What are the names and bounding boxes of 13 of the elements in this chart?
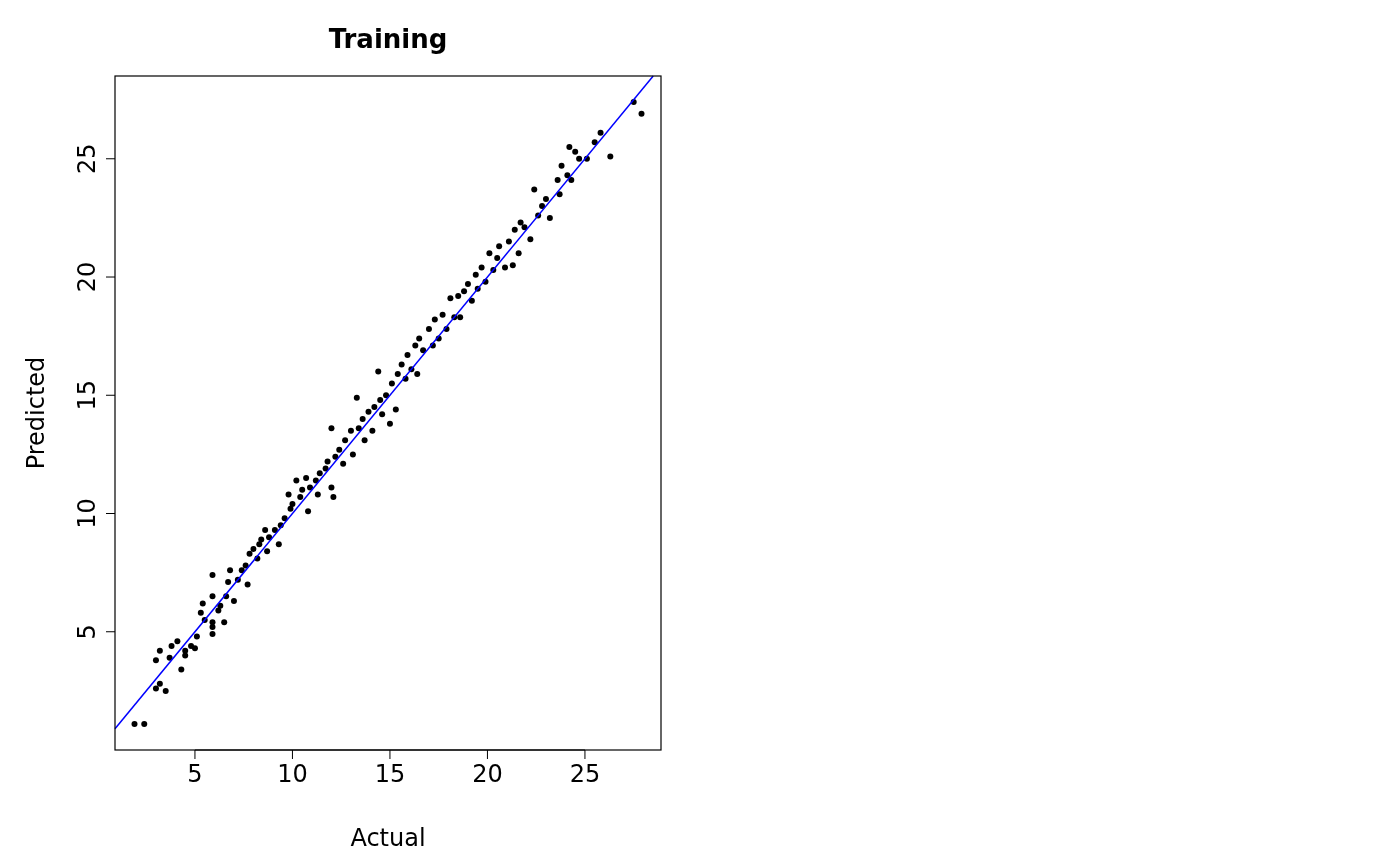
y-tick-label: 25: [73, 143, 101, 175]
x-tick-label: 10: [277, 760, 308, 788]
y-tick-label: 10: [73, 498, 101, 529]
x-axis-title: Actual: [350, 824, 426, 852]
chart-title: Training: [328, 24, 448, 54]
x-tick-label: 25: [569, 760, 601, 788]
x-tick-label: 15: [374, 760, 406, 788]
x-tick-label: 5: [187, 760, 203, 788]
y-tick-label: 20: [73, 261, 101, 293]
x-tick-label: 20: [472, 760, 503, 788]
y-tick-label: 5: [73, 624, 101, 640]
y-axis-title: Predicted: [22, 356, 50, 470]
y-tick-label: 15: [73, 379, 101, 411]
